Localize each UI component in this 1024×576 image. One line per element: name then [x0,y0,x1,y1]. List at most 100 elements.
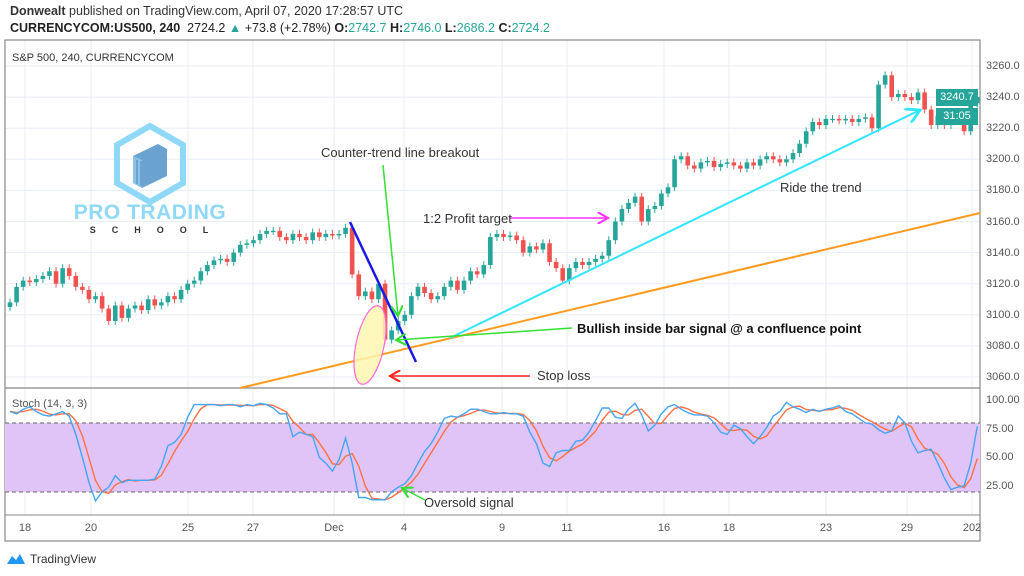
candle [159,298,164,310]
candle-body [547,243,552,262]
candle-body [803,131,809,144]
candle [139,301,144,315]
candle-body [363,291,368,297]
candle-body [573,261,579,269]
candle [7,298,13,311]
candle [527,242,533,257]
candle-body [810,121,816,132]
candle-body [139,305,144,311]
candle-body [316,232,322,238]
candle [34,275,39,287]
candle-body [376,283,381,300]
candle [501,230,506,241]
candle-body [731,162,737,166]
candle [435,292,440,304]
candle-body [7,302,13,308]
candle [599,251,605,263]
open-value: 2742.7 [348,21,387,35]
time-tick-label: 20 [84,522,98,534]
time-tick-label: Dec [324,522,344,534]
time-tick-label: 29 [900,522,914,534]
candle-body [86,289,92,300]
candle-body [53,271,59,284]
candle-body [356,274,362,297]
author-link[interactable]: Donwealt [10,4,66,18]
candle [507,231,513,241]
candle-body [823,118,829,126]
candle-body [889,75,895,98]
candle-body [422,286,427,294]
candle [876,80,881,133]
candle [902,90,908,101]
candle [613,217,618,245]
candle-body [863,117,868,119]
candle [316,228,322,241]
candle [244,239,250,249]
candle [606,236,612,260]
candle-body [343,227,348,234]
candle [409,292,414,319]
candle-body [14,286,19,303]
candle-body [718,163,723,168]
candle [106,304,111,325]
candle-body [869,117,875,129]
candle [915,88,921,105]
candle-body [639,196,644,222]
candle-body [790,153,796,160]
candle-body [882,75,888,85]
annotation-breakout: Counter-trend line breakout [321,145,480,160]
candle [389,326,394,344]
candle-body [856,118,862,122]
candle-body [757,159,763,166]
candle [718,160,723,171]
candle [573,258,579,273]
candle [889,71,895,101]
logo-text: PRO TRADING SCHOOL [60,201,240,235]
candle [764,152,769,164]
candle-body [99,296,105,309]
candle-body [902,93,908,98]
candle-body [678,156,684,160]
candle-body [645,209,651,222]
low-label: L: [444,21,457,35]
stoch-title: Stoch (14, 3, 3) [12,398,88,410]
candle-body [159,302,164,306]
breakout-arrow [382,164,398,316]
price-tick-label: 3100.0 [986,308,1020,321]
candle [93,292,98,304]
candle-body [507,235,513,238]
candle [205,261,210,276]
candle-body [389,330,394,340]
candle-body [632,196,638,203]
candle [810,118,816,136]
candle-body [409,296,414,315]
candle-body [553,261,559,269]
candle [560,264,566,285]
candle-body [494,233,500,238]
bar-countdown-tag: 31:05 [936,108,978,125]
candle-body [685,156,691,166]
candle-body [784,159,789,163]
price-tick-label: 3120.0 [986,277,1020,290]
stoch-band [5,423,980,492]
candle-body [705,160,710,163]
candle-body [672,159,677,188]
ride-trend-arrow [449,110,920,339]
candle-body [80,286,85,290]
candle [330,230,335,240]
candle-body [876,84,881,129]
candle-body [540,243,546,250]
candle [777,155,783,167]
tradingview-logo-icon [7,554,25,564]
candle [40,272,46,283]
candle-body [751,162,756,166]
tradingview-brand[interactable]: TradingView [6,552,96,566]
candle [586,258,592,269]
candle-body [112,305,118,322]
candle-body [20,280,26,287]
candle [112,301,118,325]
candle-body [659,193,664,206]
candle-body [323,233,329,238]
candle [882,71,888,89]
